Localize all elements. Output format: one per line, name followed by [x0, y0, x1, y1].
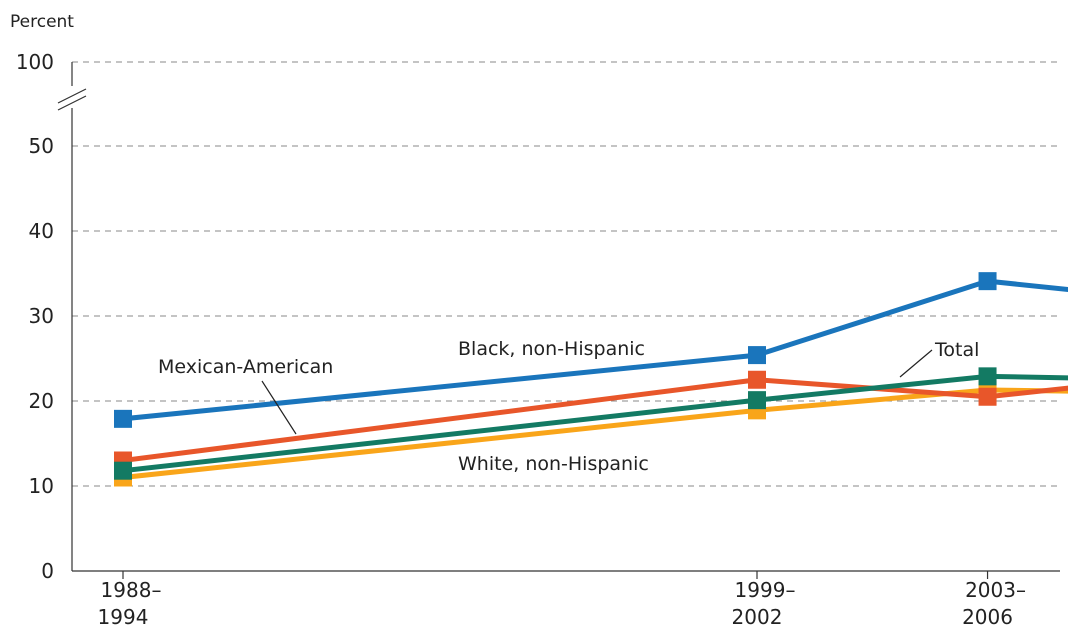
axes [57, 62, 1060, 579]
y-axis-label: Percent [10, 12, 74, 32]
axis-break-mark [57, 88, 87, 104]
data-point-marker [114, 461, 132, 480]
data-point-marker [748, 391, 766, 410]
series-line [122, 373, 1068, 474]
axis-break-mark [57, 95, 87, 111]
data-point-marker [978, 272, 997, 291]
series-line [122, 387, 1068, 480]
x-tick-label-line2: 2002 [732, 605, 783, 629]
x-tick-label-line2: 1994 [98, 605, 149, 629]
data-point-marker [978, 387, 997, 406]
series-label: Mexican-American [158, 356, 333, 378]
x-tick-label-line1: 2003– [965, 578, 1026, 602]
series-labels: Black, non-Hispanic Mexican-American Total… [158, 338, 979, 475]
data-point-marker [748, 346, 766, 365]
x-tick-label-line1: 1999– [735, 578, 796, 602]
x-tick-label-line1: 1988– [101, 578, 162, 602]
label-leader-line [261, 380, 297, 435]
y-tick-label: 30 [29, 304, 54, 328]
y-tick-label: 20 [29, 389, 54, 413]
data-point-marker [978, 367, 997, 386]
series-label: Total [934, 339, 979, 361]
series-line [122, 278, 1068, 422]
y-tick-label: 50 [29, 134, 54, 158]
series-label: Black, non-Hispanic [458, 338, 645, 360]
data-point-marker [114, 409, 132, 428]
y-tick-label: 10 [29, 474, 54, 498]
series-lines [114, 272, 1068, 487]
x-tick-label-line2: 2006 [962, 605, 1013, 629]
label-leader-line [899, 349, 933, 378]
y-tick-label: 100 [16, 50, 54, 74]
y-tick-label: 0 [41, 559, 54, 583]
series-label: White, non-Hispanic [458, 453, 649, 475]
y-tick-labels: 0 10 20 30 40 50 100 [16, 50, 54, 583]
y-tick-label: 40 [29, 219, 54, 243]
data-point-marker [748, 370, 766, 389]
